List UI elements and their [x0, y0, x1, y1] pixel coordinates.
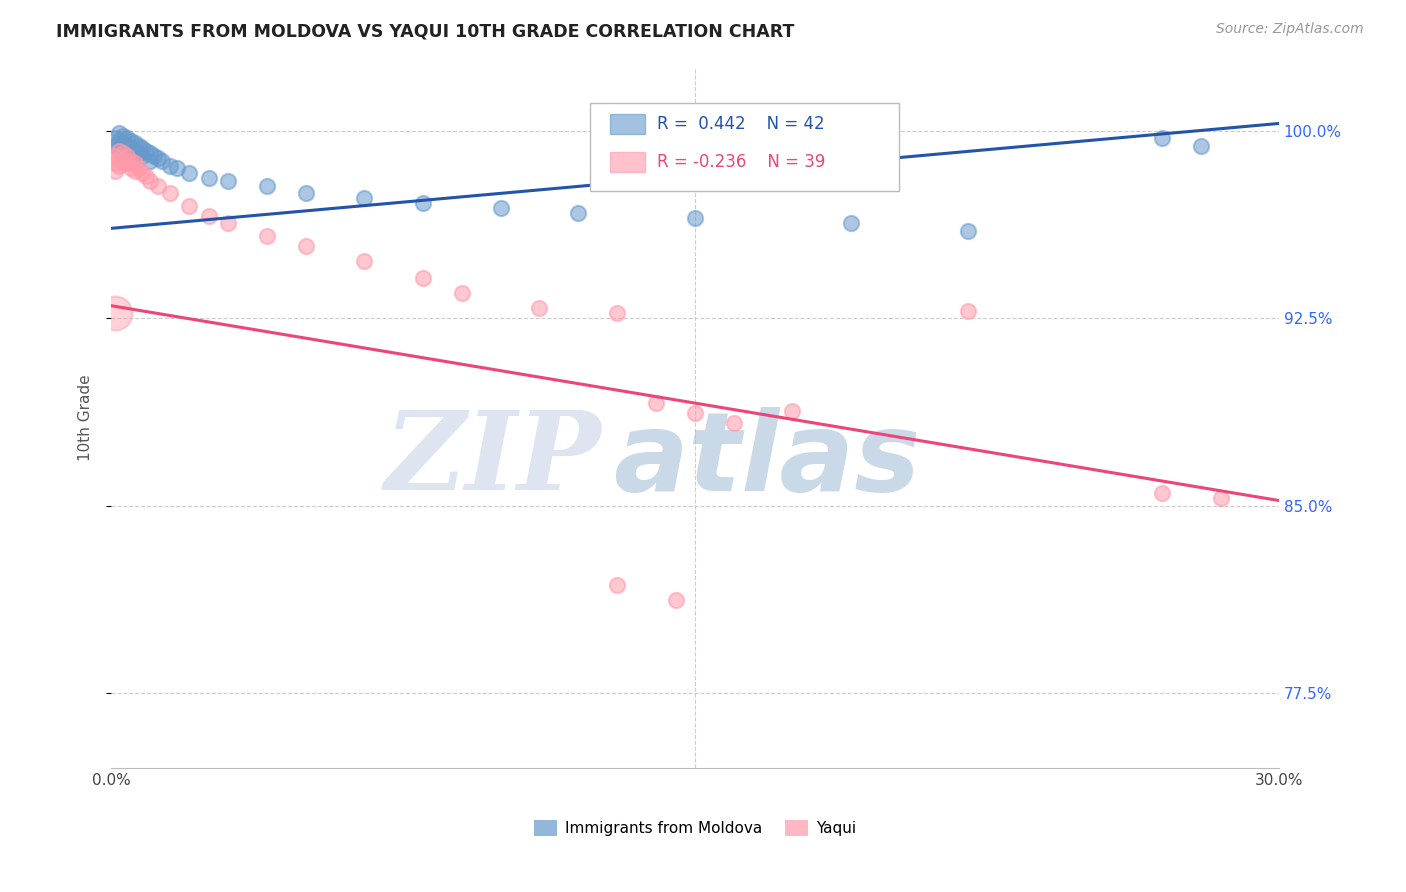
Point — [124, 144, 146, 158]
Point — [111, 136, 134, 151]
Point — [120, 161, 142, 176]
Point — [131, 149, 153, 163]
Point — [128, 146, 150, 161]
Point — [179, 166, 201, 180]
Y-axis label: 10th Grade: 10th Grade — [79, 375, 93, 461]
Point — [197, 209, 219, 223]
Point — [108, 159, 131, 173]
Point — [131, 141, 153, 155]
Point — [115, 131, 138, 145]
Point — [956, 303, 979, 318]
Point — [412, 271, 434, 285]
FancyBboxPatch shape — [610, 153, 645, 172]
Point — [1152, 486, 1174, 500]
Point — [295, 239, 318, 253]
Point — [131, 166, 153, 180]
Point — [1152, 131, 1174, 145]
Point — [217, 174, 239, 188]
Point — [159, 159, 181, 173]
Text: R =  0.442    N = 42: R = 0.442 N = 42 — [657, 115, 824, 133]
Point — [104, 139, 127, 153]
Point — [104, 164, 127, 178]
Point — [108, 152, 131, 166]
Point — [108, 144, 131, 158]
Point — [111, 144, 134, 158]
Point — [115, 146, 138, 161]
Point — [723, 416, 745, 430]
Point — [839, 216, 862, 230]
Point — [166, 161, 188, 176]
Point — [120, 153, 142, 168]
Point — [124, 136, 146, 151]
Point — [606, 578, 628, 592]
Point — [104, 306, 127, 320]
Point — [111, 128, 134, 143]
Point — [108, 141, 131, 155]
Point — [111, 146, 134, 161]
Point — [111, 153, 134, 168]
Point — [956, 224, 979, 238]
Point — [412, 196, 434, 211]
Text: IMMIGRANTS FROM MOLDOVA VS YAQUI 10TH GRADE CORRELATION CHART: IMMIGRANTS FROM MOLDOVA VS YAQUI 10TH GR… — [56, 22, 794, 40]
Point — [353, 191, 375, 205]
Text: atlas: atlas — [613, 407, 921, 514]
Point — [256, 228, 278, 243]
Point — [529, 301, 551, 316]
Point — [179, 199, 201, 213]
Point — [139, 174, 162, 188]
Point — [104, 149, 127, 163]
FancyBboxPatch shape — [610, 114, 645, 134]
Point — [1209, 491, 1232, 505]
Point — [645, 396, 668, 410]
Point — [108, 134, 131, 148]
Point — [665, 593, 688, 607]
Point — [489, 202, 512, 216]
Point — [120, 149, 142, 163]
Point — [135, 144, 157, 158]
Point — [567, 206, 589, 220]
Point — [450, 286, 472, 301]
Legend: Immigrants from Moldova, Yaqui: Immigrants from Moldova, Yaqui — [529, 814, 862, 842]
Text: Source: ZipAtlas.com: Source: ZipAtlas.com — [1216, 22, 1364, 37]
Point — [115, 139, 138, 153]
Point — [115, 149, 138, 163]
Point — [295, 186, 318, 201]
Point — [135, 169, 157, 183]
Point — [124, 156, 146, 170]
Point — [683, 406, 706, 420]
Text: ZIP: ZIP — [385, 407, 602, 514]
Point — [128, 139, 150, 153]
Point — [104, 131, 127, 145]
Point — [1189, 139, 1212, 153]
Point — [146, 152, 169, 166]
FancyBboxPatch shape — [591, 103, 900, 191]
Point — [159, 186, 181, 201]
Point — [782, 403, 804, 417]
Point — [120, 141, 142, 155]
Point — [104, 156, 127, 170]
Point — [197, 171, 219, 186]
Point — [683, 211, 706, 226]
Point — [108, 127, 131, 141]
Point — [146, 178, 169, 193]
Point — [256, 178, 278, 193]
Text: R = -0.236    N = 39: R = -0.236 N = 39 — [657, 153, 825, 171]
Point — [150, 153, 173, 168]
Point — [120, 134, 142, 148]
Point — [217, 216, 239, 230]
Point — [128, 161, 150, 176]
Point — [143, 149, 166, 163]
Point — [353, 253, 375, 268]
Point — [115, 156, 138, 170]
Point — [606, 306, 628, 320]
Point — [139, 146, 162, 161]
Point — [124, 164, 146, 178]
Point — [139, 153, 162, 168]
